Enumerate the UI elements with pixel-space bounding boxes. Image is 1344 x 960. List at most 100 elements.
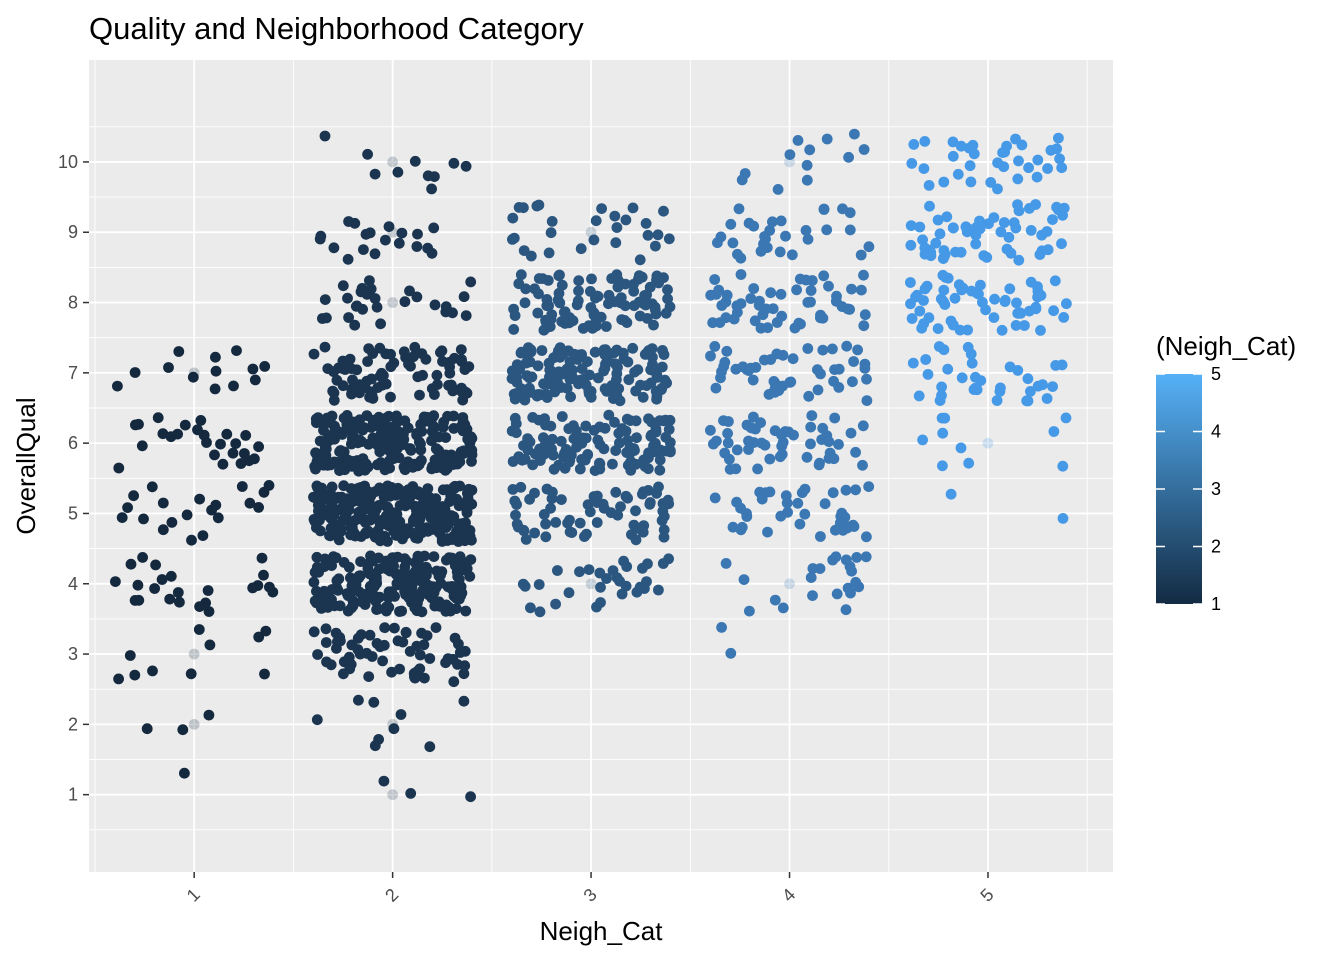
data-point-cat-3 [507,234,518,245]
data-point-cat-2 [378,775,390,787]
data-point-cat-4 [829,412,841,424]
data-point-cat-4 [833,363,845,375]
data-point-cat-3 [594,567,606,579]
data-point-cat-2 [431,369,443,381]
data-point-cat-3 [603,289,615,301]
data-point-cat-3 [582,356,593,367]
data-point-cat-5 [962,324,973,336]
data-point-cat-3 [511,518,523,530]
data-point-cat-4 [836,507,848,519]
data-point-cat-3 [658,349,670,360]
data-point-cat-5 [917,434,928,446]
data-point-cat-3 [659,374,671,386]
data-point-cat-4 [784,149,796,161]
data-point-cat-5 [975,375,987,386]
data-point-cat-2 [417,504,428,515]
data-point-cat-5 [938,176,950,188]
data-point-cat-2 [365,283,377,295]
data-point-cat-5 [963,142,975,154]
data-point-cat-3 [627,342,639,354]
data-point-cat-3 [591,601,602,613]
data-point-cat-4 [857,420,869,432]
data-point-cat-3 [588,424,600,436]
data-point-cat-2 [347,374,358,386]
data-point-cat-2 [399,296,411,308]
data-point-cat-3 [556,411,568,422]
data-point-cat-2 [461,505,473,517]
data-point-cat-1 [165,431,177,443]
data-point-cat-5 [947,136,959,148]
data-point-cat-4 [819,498,831,510]
data-point-cat-5 [906,313,918,324]
data-point-cat-2 [374,591,386,603]
data-point-cat-2 [314,514,325,526]
data-point-cat-2 [331,374,343,386]
data-point-cat-1 [164,593,176,605]
data-point-cat-4 [802,343,814,354]
data-point-cat-1 [132,579,144,591]
data-point-cat-2 [327,507,338,519]
data-point-cat-3 [525,602,536,614]
data-point-cat-4 [792,497,804,509]
data-point-cat-4 [715,231,727,243]
data-point-cat-2 [422,242,434,254]
data-point-cat-3 [555,435,567,447]
data-point-cat-2 [321,656,332,668]
data-point-cat-2 [353,465,365,477]
data-point-cat-1 [227,447,239,459]
data-point-cat-4 [782,506,793,518]
data-point-cat-3 [580,432,592,444]
data-point-cat-5 [1054,153,1065,165]
data-point-cat-5 [955,442,967,454]
data-point-cat-4 [827,487,839,499]
data-point-cat-2 [374,370,386,382]
data-point-cat-4 [731,444,743,456]
data-point-cat-3 [630,385,642,397]
data-point-cat-3 [652,229,664,241]
data-point-cat-4 [799,483,811,495]
data-point-cat-2 [388,723,400,735]
data-point-cat-2 [400,627,412,639]
data-point-cat-3 [628,519,640,531]
data-point-cat-5 [1025,225,1037,236]
data-point-cat-1 [174,596,185,608]
data-point-cat-2 [331,425,343,437]
data-point-cat-3 [588,234,600,246]
data-point-cat-3 [513,364,525,376]
data-point-cat-3 [637,526,649,538]
data-point-cat-2 [397,636,409,648]
data-point-cat-4 [719,447,731,459]
data-point-cat-4 [802,233,814,245]
data-point-cat-3 [564,373,576,385]
data-point-cat-3 [629,366,640,378]
data-point-cat-2 [344,663,356,675]
data-point-cat-4 [710,382,722,394]
data-point-cat-2 [378,437,390,448]
data-point-cat-1 [157,428,169,440]
data-point-cat-5 [1048,305,1059,317]
data-point-cat-3 [541,483,553,495]
data-point-cat-3 [633,296,645,308]
data-point-cat-2 [353,571,365,583]
data-point-cat-5 [999,296,1011,307]
data-point-cat-5 [1025,276,1037,288]
data-point-cat-2 [353,694,364,706]
data-point-cat-5 [1022,373,1034,385]
data-point-cat-5 [914,221,926,233]
data-point-cat-4 [755,245,767,257]
data-point-cat-4 [762,526,773,538]
data-point-cat-2 [308,348,320,360]
data-point-cat-5 [1060,412,1072,424]
y-axis: 1 2 3 4 5 6 7 8 9 10 [58,152,89,805]
data-point-cat-5 [947,150,959,162]
data-point-cat-5 [992,183,1003,195]
data-point-cat-2 [458,291,470,303]
data-point-cat-3 [596,203,607,215]
data-point-cat-3 [625,456,637,467]
data-point-cat-5 [945,488,957,500]
data-point-cat-5 [919,283,931,295]
data-point-cat-1 [202,585,214,596]
data-point-cat-2 [440,522,452,533]
data-point-cat-3 [545,502,556,514]
data-point-cat-3 [529,487,540,499]
